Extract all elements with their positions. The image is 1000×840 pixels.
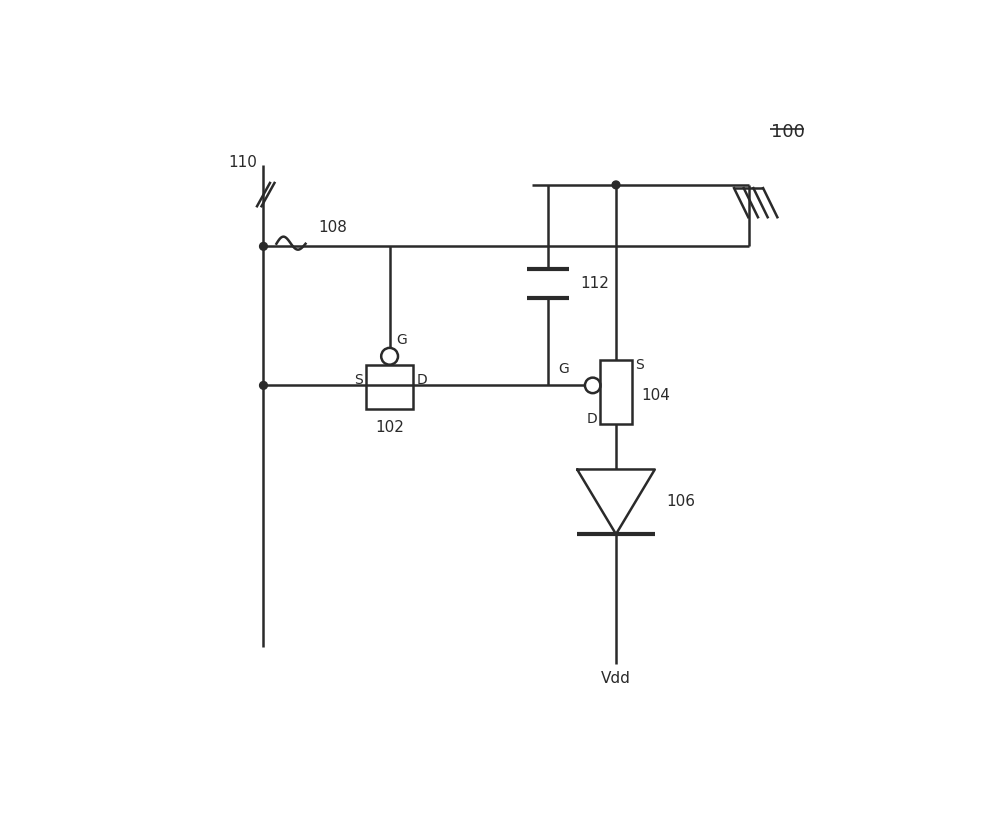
Text: 102: 102: [375, 420, 404, 435]
Text: D: D: [416, 373, 427, 387]
Text: D: D: [586, 412, 597, 426]
Circle shape: [612, 181, 620, 189]
Bar: [600, 360, 632, 424]
Text: 100: 100: [771, 123, 805, 141]
Text: 110: 110: [228, 155, 257, 170]
Text: G: G: [396, 333, 407, 348]
Circle shape: [260, 381, 267, 389]
Text: 104: 104: [641, 387, 670, 402]
Circle shape: [260, 243, 267, 250]
Text: 112: 112: [581, 276, 610, 291]
Bar: [366, 365, 413, 409]
Text: S: S: [354, 373, 363, 387]
Text: S: S: [635, 358, 643, 371]
Text: Vdd: Vdd: [601, 671, 631, 686]
Text: G: G: [559, 362, 569, 376]
Text: 106: 106: [666, 494, 695, 509]
Text: 108: 108: [318, 220, 347, 234]
